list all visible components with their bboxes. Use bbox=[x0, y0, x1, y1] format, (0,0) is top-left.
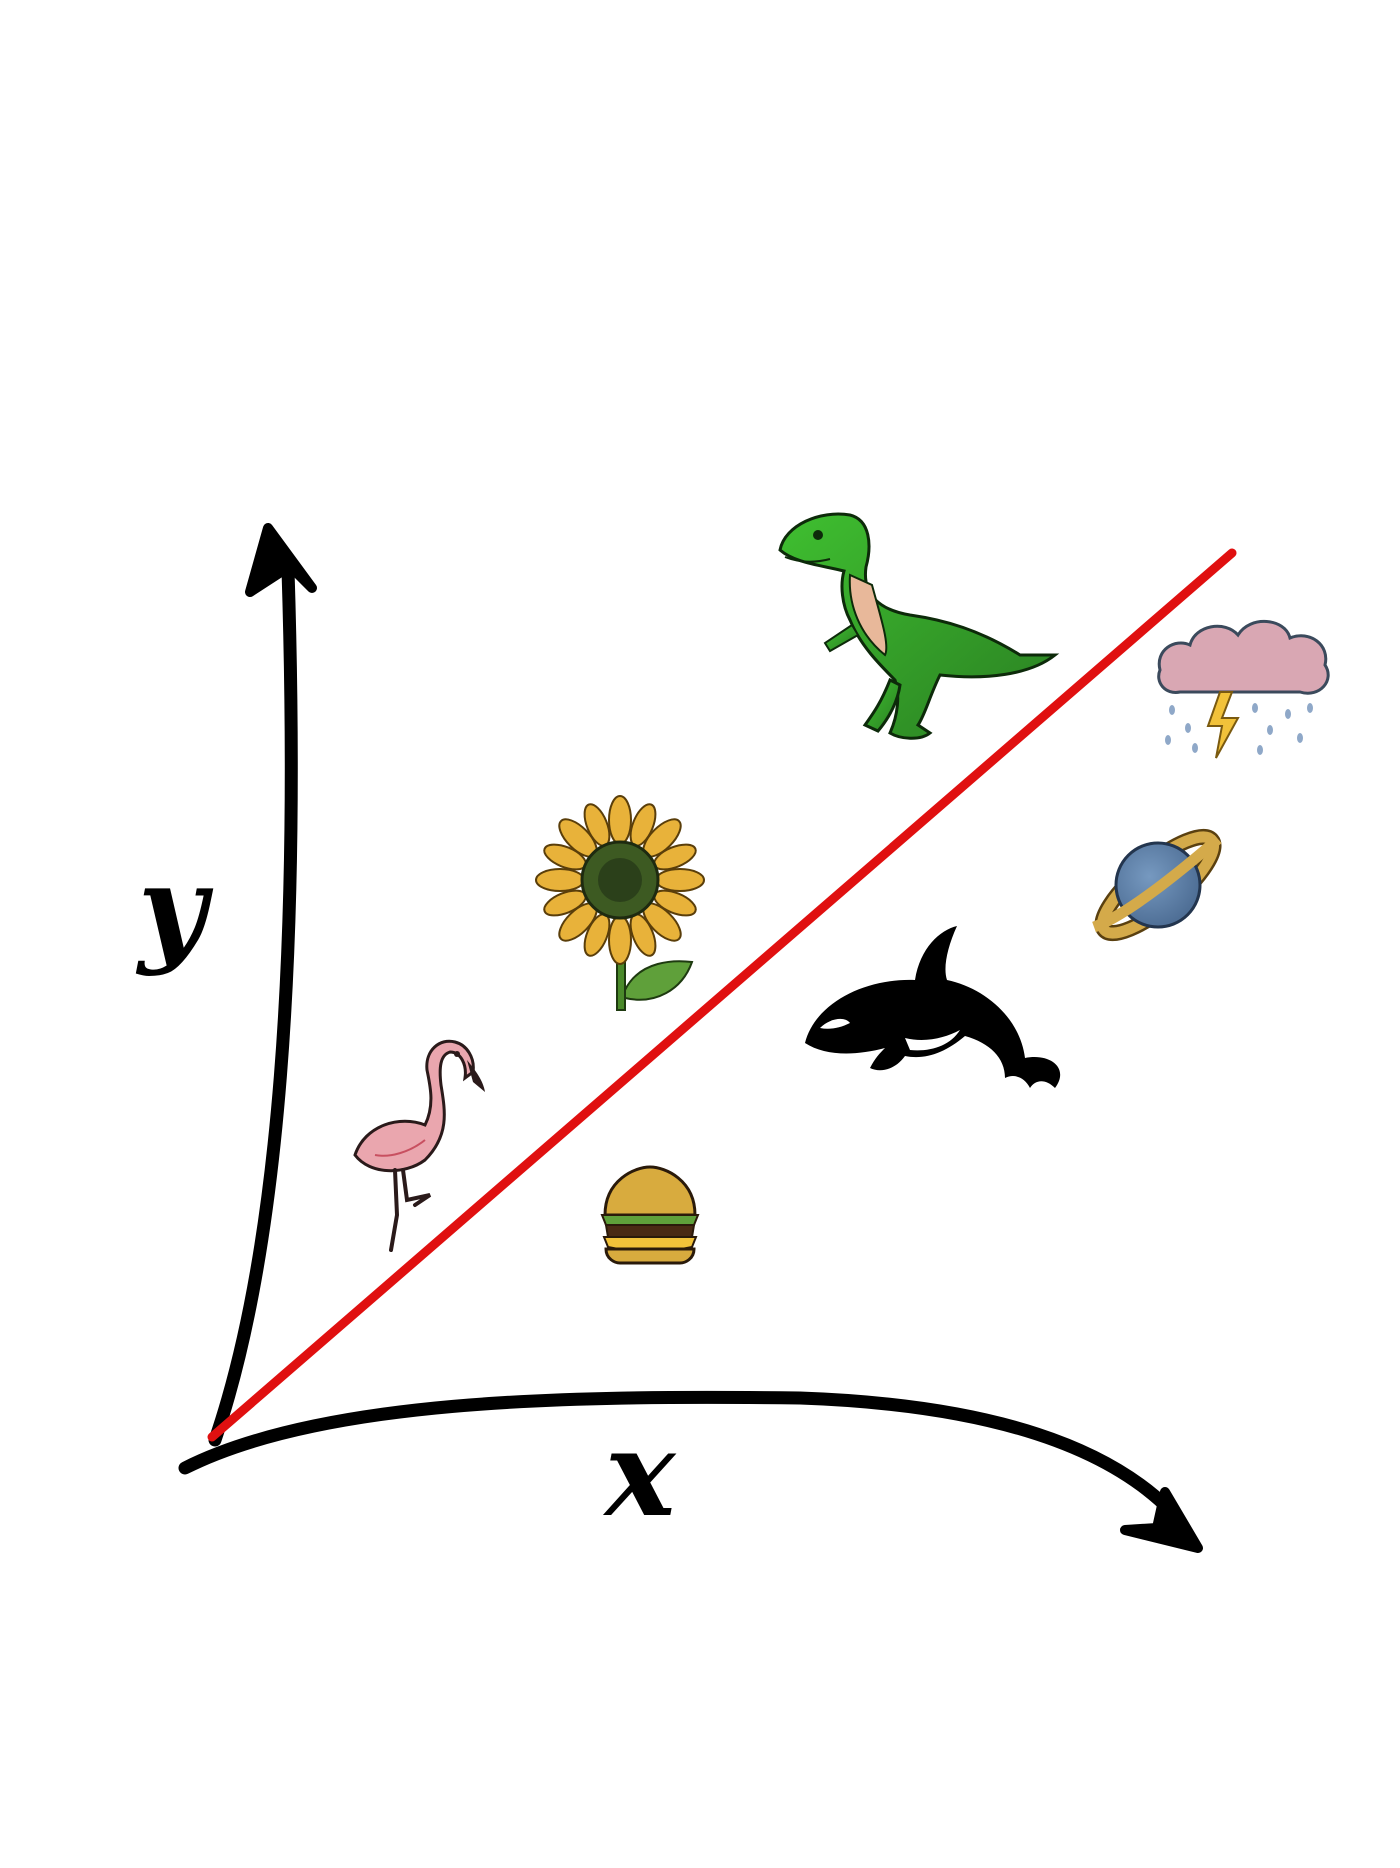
y-axis-label: y bbox=[135, 839, 214, 978]
y-axis-arrowhead bbox=[245, 523, 317, 597]
orca-icon bbox=[805, 926, 1061, 1088]
x-axis-line bbox=[178, 1390, 1177, 1517]
y-axis bbox=[208, 523, 317, 1447]
burger-icon bbox=[600, 1165, 700, 1265]
planet-icon bbox=[1092, 828, 1222, 942]
x-axis-arrowhead bbox=[1120, 1487, 1203, 1553]
storm-cloud-icon bbox=[1157, 619, 1330, 759]
flamingo-icon bbox=[353, 1039, 485, 1252]
y-axis-line bbox=[208, 563, 298, 1447]
dinosaur-icon bbox=[778, 512, 1060, 740]
x-axis bbox=[178, 1390, 1203, 1553]
red-diagonal-line bbox=[207, 548, 1237, 1442]
sunflower-icon bbox=[535, 795, 705, 1011]
x-axis-label: x bbox=[602, 1404, 677, 1543]
